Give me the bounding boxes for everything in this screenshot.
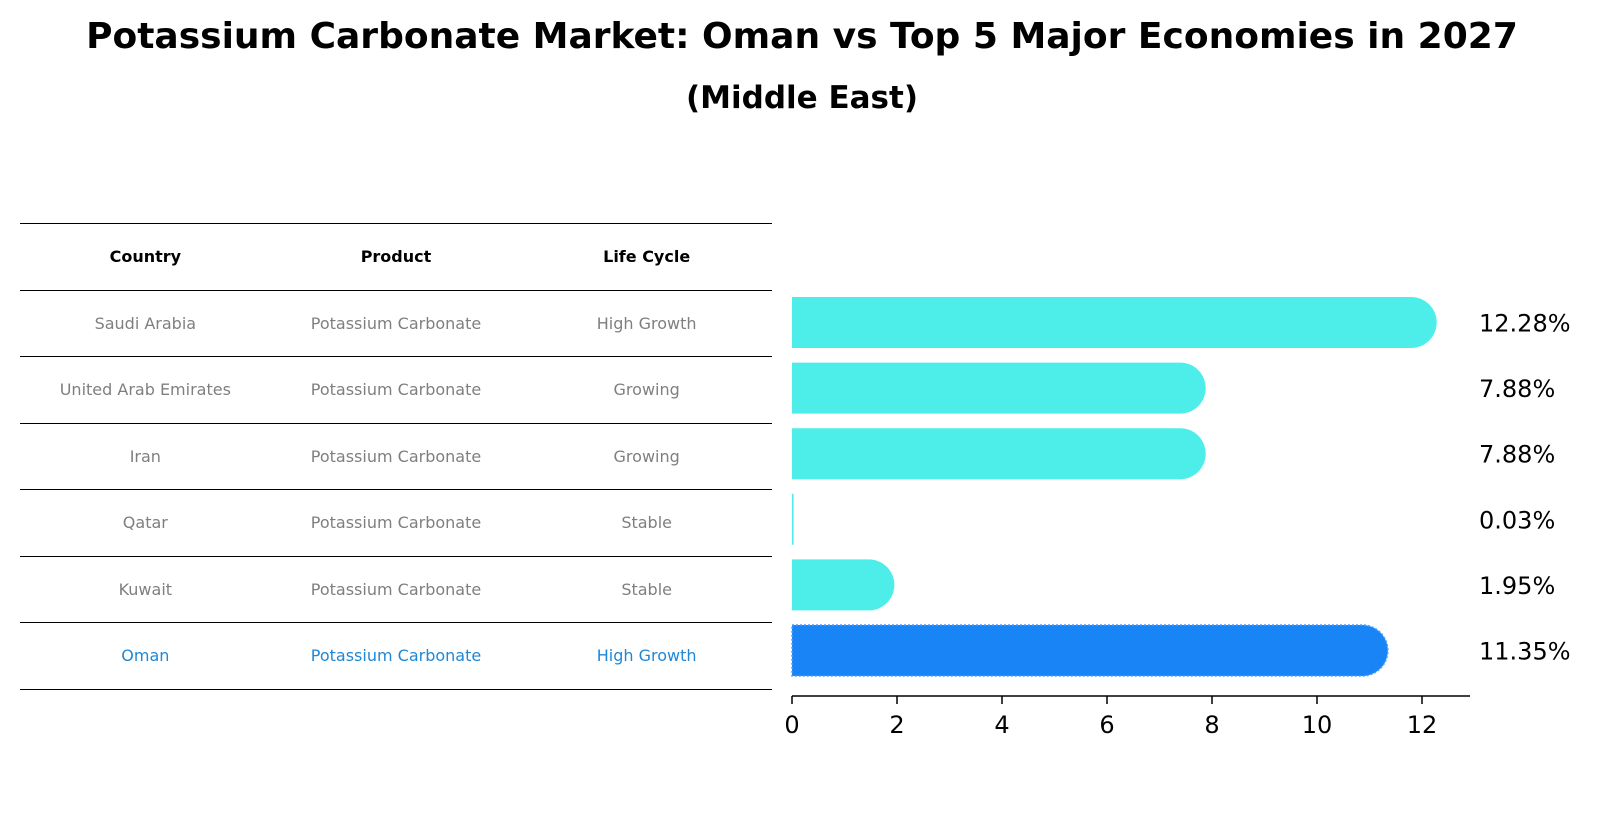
- bar-united-arab-emirates: [792, 362, 1206, 414]
- cell-product: Potassium Carbonate: [270, 289, 522, 357]
- x-tick-label: 0: [784, 711, 799, 739]
- cell-product: Potassium Carbonate: [270, 489, 522, 557]
- value-label: 7.88%: [1479, 441, 1555, 469]
- cell-country: Oman: [20, 622, 271, 690]
- x-tick-label: 2: [889, 711, 904, 739]
- value-label: 12.28%: [1479, 310, 1571, 338]
- x-tick-label: 10: [1302, 711, 1333, 739]
- cell-country: Saudi Arabia: [20, 289, 271, 357]
- cell-life-cycle: Growing: [521, 356, 772, 424]
- table-row: Iran Potassium Carbonate Growing: [20, 422, 772, 490]
- cell-product: Potassium Carbonate: [270, 422, 522, 490]
- value-label: 7.88%: [1479, 375, 1555, 403]
- value-label: 1.95%: [1479, 572, 1555, 600]
- x-tick-label: 8: [1204, 711, 1219, 739]
- value-label: 11.35%: [1479, 638, 1571, 666]
- table-row: Qatar Potassium Carbonate Stable: [20, 489, 772, 557]
- bar-kuwait: [792, 559, 895, 611]
- x-axis: 0 2 4 6 8 10 12: [784, 695, 1470, 739]
- header-product: Product: [270, 223, 522, 291]
- value-label-group: 12.28% 7.88% 7.88% 0.03% 1.95% 11.35%: [1479, 310, 1571, 666]
- cell-life-cycle: Growing: [521, 422, 772, 490]
- cell-country: United Arab Emirates: [20, 356, 271, 424]
- cell-country: Qatar: [20, 489, 271, 557]
- value-label: 0.03%: [1479, 506, 1555, 534]
- cell-life-cycle: Stable: [521, 555, 772, 623]
- cell-country: Iran: [20, 422, 271, 490]
- cell-life-cycle: Stable: [521, 489, 772, 557]
- bar-qatar: [792, 493, 794, 545]
- table-row: United Arab Emirates Potassium Carbonate…: [20, 356, 772, 424]
- header-country: Country: [20, 223, 271, 291]
- table-row-highlight: Oman Potassium Carbonate High Growth: [20, 622, 772, 690]
- header-life-cycle: Life Cycle: [521, 223, 772, 291]
- bar-group: [791, 297, 1437, 677]
- x-tick-label: 6: [1099, 711, 1114, 739]
- bar-saudi-arabia: [792, 297, 1437, 348]
- x-tick-label: 4: [994, 711, 1009, 739]
- bar-iran: [792, 428, 1206, 480]
- chart-subtitle: (Middle East): [685, 80, 918, 116]
- cell-product: Potassium Carbonate: [270, 622, 522, 690]
- data-table: Country Product Life Cycle Saudi Arabia …: [20, 223, 772, 690]
- table-row: Kuwait Potassium Carbonate Stable: [20, 555, 772, 623]
- cell-product: Potassium Carbonate: [270, 356, 522, 424]
- life-cycle-table: Country Product Life Cycle Saudi Arabia …: [20, 223, 772, 690]
- table-header-row: Country Product Life Cycle: [20, 223, 772, 291]
- bar-oman: [791, 624, 1389, 677]
- cell-life-cycle: High Growth: [521, 289, 772, 357]
- cell-country: Kuwait: [20, 555, 271, 623]
- chart-title: Potassium Carbonate Market: Oman vs Top …: [86, 16, 1518, 57]
- table-row: Saudi Arabia Potassium Carbonate High Gr…: [20, 289, 772, 357]
- cell-life-cycle: High Growth: [521, 622, 772, 690]
- x-tick-label: 12: [1407, 711, 1438, 739]
